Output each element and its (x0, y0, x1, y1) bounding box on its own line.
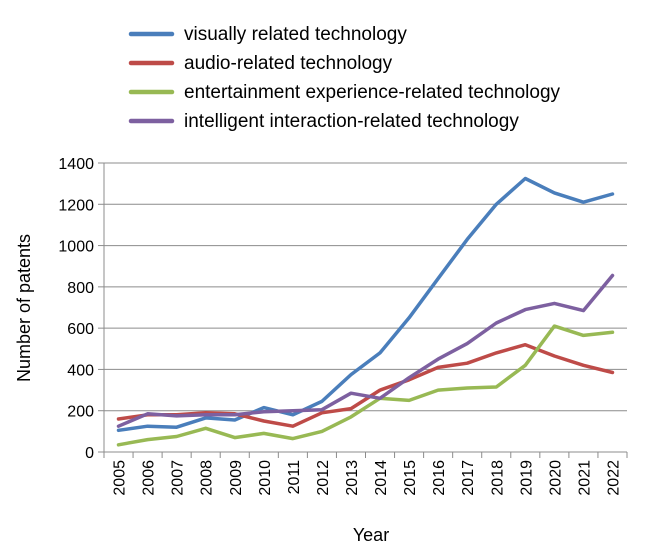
legend: visually related technology audio-related… (128, 24, 561, 132)
series-line-4 (116, 273, 615, 428)
x-tick-label: 2013 (344, 460, 361, 496)
x-tick-label: 2010 (257, 460, 274, 496)
y-tick-label: 1400 (58, 156, 94, 173)
y-tick-label: 800 (67, 280, 94, 297)
legend-label-2: audio-related technology (184, 53, 393, 74)
series-line-3 (116, 324, 615, 447)
x-tick-label: 2018 (489, 460, 506, 496)
x-tick-label: 2017 (460, 460, 477, 496)
x-tick-labels: 2005 2006 2007 2008 2009 2010 2011 2012 2013 2014… (112, 460, 623, 496)
series-lines (116, 176, 615, 447)
x-tick-label: 2008 (199, 460, 216, 496)
series-line-1 (116, 176, 615, 433)
x-tick-label: 2007 (170, 460, 187, 496)
axes (103, 163, 628, 458)
x-tick-label: 2020 (547, 460, 564, 496)
x-tick-label: 2015 (402, 460, 419, 496)
x-tick-label: 2016 (431, 460, 448, 496)
y-tick-label: 600 (67, 321, 94, 338)
legend-label-1: visually related technology (184, 24, 407, 45)
x-tick-label: 2011 (286, 460, 303, 495)
y-tick-label: 1200 (58, 197, 94, 214)
x-tick-label: 2019 (518, 460, 535, 496)
x-tick-label: 2012 (315, 460, 332, 496)
x-tick-label: 2005 (112, 460, 129, 496)
legend-label-3: entertainment experience-related technol… (184, 82, 561, 103)
x-tick-label: 2021 (576, 460, 593, 496)
x-tick-label: 2006 (141, 460, 158, 496)
y-tick-labels: 0 200 400 600 800 1000 1200 1400 (58, 156, 94, 462)
y-axis-title: Number of patents (14, 234, 34, 382)
y-tick-label: 0 (85, 445, 94, 462)
x-tick-label: 2014 (373, 460, 390, 496)
legend-label-4: intelligent interaction-related technolo… (184, 111, 519, 132)
y-tick-label: 1000 (58, 239, 94, 256)
x-tick-label: 2009 (228, 460, 245, 496)
x-tick-label: 2022 (605, 460, 622, 496)
x-axis-title: Year (353, 525, 389, 545)
series-line-2 (116, 342, 615, 428)
y-tick-label: 200 (67, 404, 94, 421)
y-tick-label: 400 (67, 362, 94, 379)
